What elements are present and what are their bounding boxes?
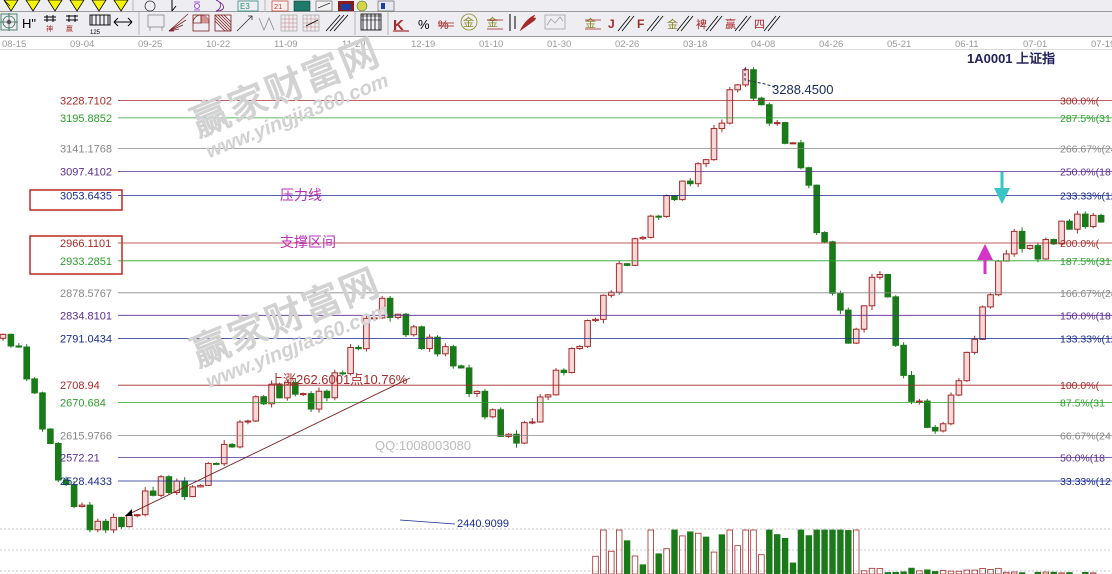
svg-text:2966.1101: 2966.1101 — [60, 238, 111, 250]
svg-text:06-11: 06-11 — [955, 39, 979, 50]
svg-text:赢: 赢 — [725, 17, 736, 31]
svg-text:H": H" — [22, 16, 36, 31]
svg-text:%: % — [438, 18, 449, 32]
svg-text:压力线: 压力线 — [280, 187, 322, 203]
svg-text:赢: 赢 — [66, 24, 73, 33]
svg-text:12-19: 12-19 — [411, 39, 435, 50]
svg-text:F: F — [637, 17, 644, 31]
svg-text:2440.9099: 2440.9099 — [457, 518, 509, 530]
svg-text:100.0%(: 100.0%( — [1060, 380, 1100, 392]
svg-text:2708.94: 2708.94 — [60, 380, 100, 392]
svg-text:02-26: 02-26 — [615, 39, 639, 50]
svg-text:187.5%(31: 187.5%(31 — [1060, 256, 1111, 268]
svg-text:07-01: 07-01 — [1023, 39, 1047, 50]
svg-text:133.33%(12: 133.33%(12 — [1060, 333, 1112, 345]
svg-text:支撑区间: 支撑区间 — [280, 234, 336, 250]
svg-text:3053.6435: 3053.6435 — [60, 190, 112, 202]
svg-text:233.33%(12: 233.33%(12 — [1060, 190, 1112, 202]
svg-text:金: 金 — [585, 16, 596, 30]
svg-text:金: 金 — [667, 17, 678, 31]
svg-text:09-25: 09-25 — [138, 39, 162, 50]
svg-text:266.67%(24: 266.67%(24 — [1060, 144, 1112, 156]
svg-text:2615.9766: 2615.9766 — [60, 430, 112, 442]
svg-text:125: 125 — [90, 30, 101, 35]
svg-text:J: J — [608, 17, 615, 31]
svg-text:66.67%(24: 66.67%(24 — [1060, 430, 1111, 442]
svg-text:3195.8852: 3195.8852 — [60, 113, 112, 125]
svg-text:3141.1768: 3141.1768 — [60, 144, 112, 156]
svg-text:04-08: 04-08 — [751, 39, 775, 50]
svg-text:11-29: 11-29 — [342, 39, 366, 50]
svg-text:四: 四 — [754, 19, 765, 31]
svg-text:2834.8101: 2834.8101 — [60, 310, 112, 322]
svg-text:10-22: 10-22 — [206, 39, 230, 50]
svg-text:166.67%(24: 166.67%(24 — [1060, 288, 1112, 300]
svg-text:2528.4433: 2528.4433 — [60, 476, 112, 488]
svg-text:07-19: 07-19 — [1091, 39, 1112, 50]
svg-text:2791.0434: 2791.0434 — [60, 333, 112, 345]
svg-text:金: 金 — [487, 15, 498, 29]
svg-text:E3: E3 — [240, 2, 250, 11]
svg-text:09-04: 09-04 — [70, 39, 94, 50]
svg-text:2878.5767: 2878.5767 — [60, 288, 112, 300]
svg-text:2670.684: 2670.684 — [60, 398, 106, 410]
svg-text:03-18: 03-18 — [683, 39, 707, 50]
svg-text:3097.4102: 3097.4102 — [60, 166, 112, 178]
svg-text:3228.7102: 3228.7102 — [60, 96, 112, 108]
svg-text:2572.21: 2572.21 — [60, 452, 100, 464]
svg-text:05-21: 05-21 — [887, 39, 911, 50]
svg-text:金: 金 — [463, 15, 474, 29]
svg-text:04-26: 04-26 — [819, 39, 843, 50]
svg-text:150.0%(18: 150.0%(18 — [1060, 310, 1111, 322]
svg-text:神: 神 — [46, 24, 53, 33]
svg-text:33.33%(12: 33.33%(12 — [1060, 476, 1111, 488]
svg-text:裨: 裨 — [696, 18, 707, 31]
svg-text:250.0%(18: 250.0%(18 — [1060, 166, 1111, 178]
svg-text:300.0%(: 300.0%( — [1060, 96, 1100, 108]
svg-text:QQ:1008003080: QQ:1008003080 — [375, 438, 471, 453]
svg-text:287.5%(31: 287.5%(31 — [1060, 113, 1111, 125]
svg-text:上涨262.6001点10.76%: 上涨262.6001点10.76% — [270, 372, 408, 387]
svg-text:%: % — [418, 17, 430, 32]
svg-text:1A0001 上证指: 1A0001 上证指 — [967, 51, 1055, 66]
svg-text:21: 21 — [274, 2, 282, 11]
svg-text:01-10: 01-10 — [479, 39, 503, 50]
svg-text:2933.2851: 2933.2851 — [60, 256, 112, 268]
svg-text:11-09: 11-09 — [274, 39, 298, 50]
svg-text:3288.4500: 3288.4500 — [772, 82, 833, 97]
svg-text:08-15: 08-15 — [2, 39, 26, 50]
svg-text:87.5%(31: 87.5%(31 — [1060, 398, 1105, 410]
svg-text:50.0%(18: 50.0%(18 — [1060, 452, 1105, 464]
svg-text:200.0%(: 200.0%( — [1060, 238, 1100, 250]
svg-text:01-30: 01-30 — [547, 39, 571, 50]
